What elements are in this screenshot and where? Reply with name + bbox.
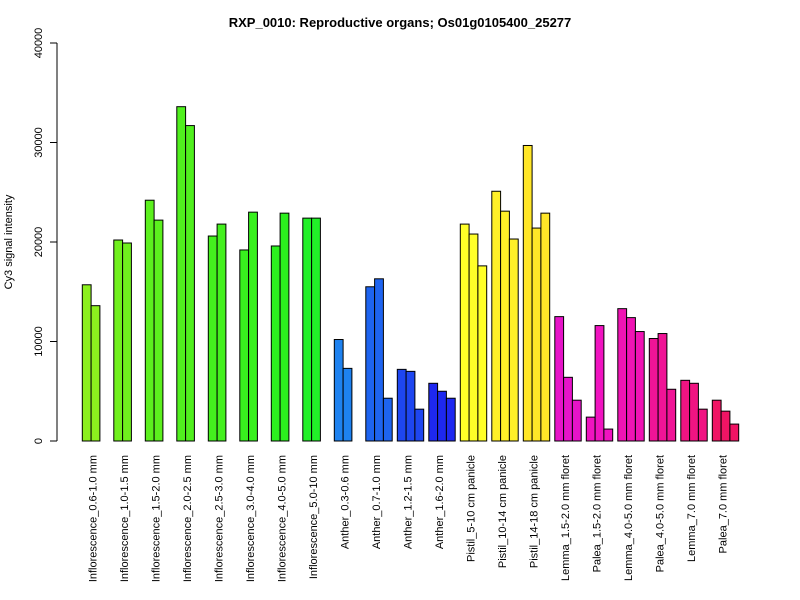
bar	[697, 408, 708, 442]
bar	[680, 379, 691, 442]
bar	[342, 367, 353, 442]
y-axis-label: Cy3 signal intensity	[3, 194, 15, 289]
x-tick-label: Inflorescence_1.5-2.0 mm	[150, 455, 162, 582]
y-tick-label: 40000	[33, 28, 45, 59]
bar	[666, 388, 677, 442]
bar	[396, 368, 407, 442]
x-tick-label: Anther_1.6-2.0 mm	[434, 455, 446, 549]
bar	[459, 223, 470, 442]
bar	[414, 408, 425, 442]
bar	[185, 125, 195, 442]
bar	[729, 423, 740, 442]
bar	[122, 242, 132, 442]
bar-series	[81, 106, 740, 442]
bar	[500, 210, 510, 442]
chart-title: RXP_0010: Reproductive organs; Os01g0105…	[229, 15, 572, 30]
bar	[571, 399, 582, 442]
x-tick-label: Pistil_5-10 cm panicle	[465, 455, 477, 562]
bar	[333, 339, 344, 442]
y-tick-label: 20000	[33, 227, 45, 258]
bar	[634, 331, 645, 442]
bar	[657, 333, 668, 442]
y-tick-label: 0	[33, 438, 45, 444]
x-tick-label: Inflorescence_5.0-10 mm	[308, 455, 320, 579]
bar	[468, 233, 479, 442]
bar	[540, 212, 551, 442]
y-tick-label: 10000	[33, 326, 45, 357]
bar	[428, 382, 439, 442]
x-tick-label: Anther_0.7-1.0 mm	[371, 455, 383, 549]
x-tick-label: Palea_7.0 mm floret	[717, 455, 729, 553]
x-tick-label: Inflorescence_1.0-1.5 mm	[119, 455, 131, 582]
bar	[248, 211, 258, 442]
bar	[113, 239, 124, 442]
bar	[207, 235, 218, 442]
x-tick-label: Inflorescence_3.0-4.0 mm	[245, 455, 257, 582]
bar	[617, 308, 628, 442]
x-tick-label: Inflorescence_2.0-2.5 mm	[182, 455, 194, 582]
x-tick-label: Lemma_4.0-5.0 mm floret	[623, 455, 635, 581]
bar	[279, 212, 290, 442]
bar	[508, 238, 519, 442]
x-tick-label: Pistil_14-18 cm panicle	[528, 455, 540, 568]
bar	[311, 217, 321, 442]
bar	[554, 316, 565, 442]
bar	[153, 219, 164, 442]
x-tick-label: Inflorescence_4.0-5.0 mm	[276, 455, 288, 582]
bar	[445, 397, 456, 442]
bar	[81, 284, 92, 442]
bar	[365, 286, 376, 442]
bar	[531, 227, 542, 442]
y-tick-label: 30000	[33, 127, 45, 158]
bar	[90, 305, 101, 442]
bar	[239, 249, 250, 442]
bar	[711, 399, 722, 442]
bar	[302, 217, 313, 442]
bar	[270, 245, 281, 442]
bar	[594, 325, 605, 442]
x-tick-label: Lemma_1.5-2.0 mm floret	[560, 455, 572, 581]
bar	[626, 317, 636, 442]
x-tick-label: Palea_1.5-2.0 mm floret	[591, 455, 603, 572]
bar	[522, 144, 533, 442]
bar	[374, 278, 384, 442]
bar	[437, 390, 447, 442]
bar	[405, 370, 416, 442]
x-tick-label: Pistil_10-14 cm panicle	[497, 455, 509, 568]
bar	[585, 416, 596, 442]
bar	[563, 376, 573, 442]
x-axis-labels: Inflorescence_0.6-1.0 mm Inflorescence_1.…	[87, 455, 729, 582]
x-tick-label: Inflorescence_0.6-1.0 mm	[87, 455, 99, 582]
bar	[216, 223, 227, 442]
bar	[382, 397, 393, 442]
bar	[648, 338, 659, 442]
bar	[176, 106, 187, 442]
bar	[689, 382, 699, 442]
x-tick-label: Palea_4.0-5.0 mm floret	[654, 455, 666, 572]
x-tick-label: Anther_1.2-1.5 mm	[402, 455, 414, 549]
x-tick-label: Anther_0.3-0.6 mm	[339, 455, 351, 549]
y-axis: 0 10000 20000 30000 40000	[33, 28, 58, 444]
bar	[603, 428, 614, 442]
bar	[720, 410, 731, 442]
x-tick-label: Inflorescence_2.5-3.0 mm	[213, 455, 225, 582]
bar	[477, 265, 488, 442]
bar	[144, 199, 155, 442]
bar	[491, 190, 502, 442]
x-tick-label: Lemma_7.0 mm floret	[686, 455, 698, 562]
